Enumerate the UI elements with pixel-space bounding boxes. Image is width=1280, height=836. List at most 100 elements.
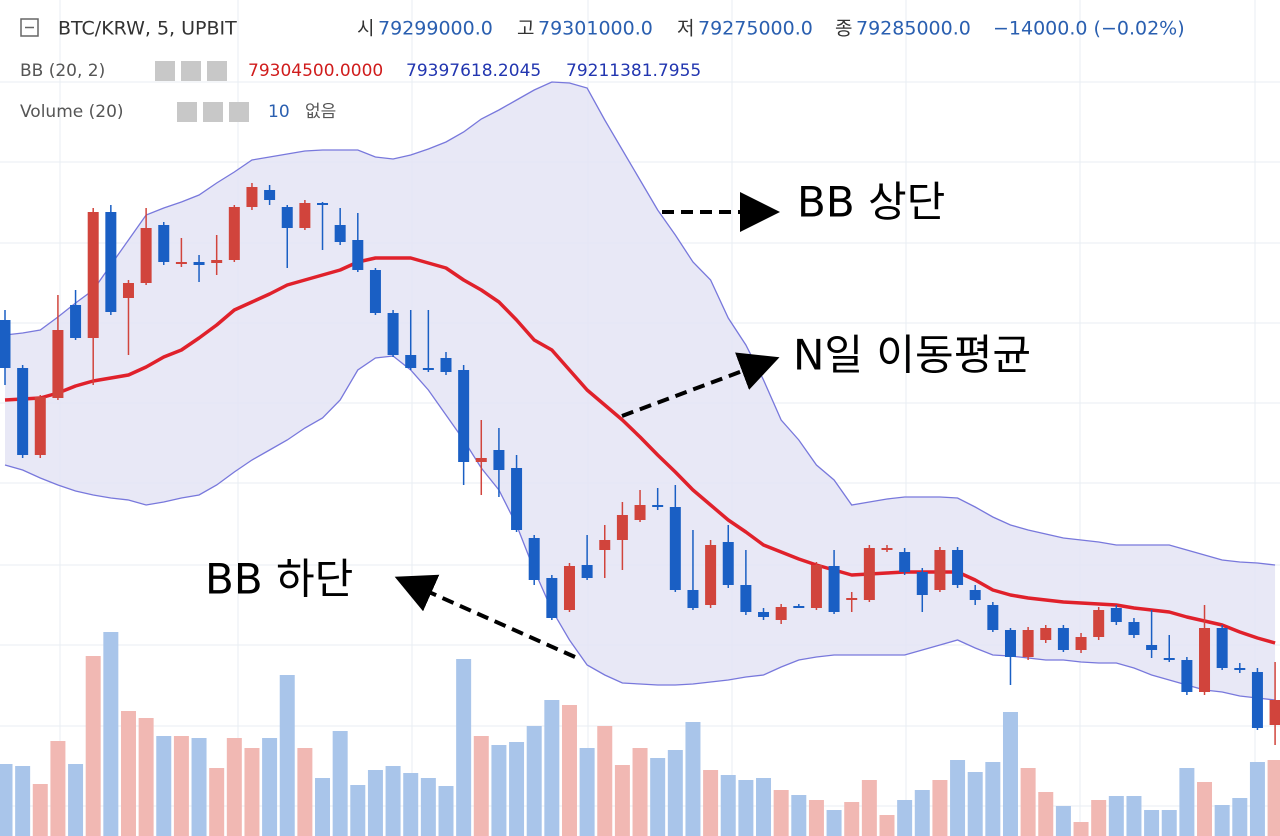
volume-bar bbox=[226, 738, 242, 836]
candle-body bbox=[1057, 628, 1069, 650]
volume-bar bbox=[1267, 760, 1280, 836]
candle-body bbox=[228, 207, 240, 260]
volume-bar bbox=[897, 800, 913, 836]
candle-body bbox=[1269, 700, 1280, 725]
candle-body bbox=[793, 606, 805, 608]
settings-icon[interactable] bbox=[203, 102, 223, 122]
ohlc-label: 고 bbox=[517, 18, 534, 40]
volume-bar bbox=[0, 764, 13, 836]
volume-bar bbox=[32, 784, 48, 836]
volume-bar bbox=[120, 711, 136, 836]
candle-body bbox=[916, 572, 928, 595]
plot bbox=[0, 81, 1280, 836]
candle-body bbox=[563, 566, 575, 610]
eye-icon[interactable] bbox=[155, 61, 175, 81]
volume-bar bbox=[1232, 798, 1248, 836]
volume-bar bbox=[950, 760, 966, 836]
volume-bar bbox=[756, 778, 772, 836]
candle-body bbox=[987, 605, 999, 630]
volume-bar bbox=[297, 748, 313, 836]
volume-bar bbox=[50, 741, 66, 836]
candle-body bbox=[546, 578, 558, 618]
candle-body bbox=[264, 190, 276, 200]
candle-body bbox=[140, 228, 152, 283]
volume-bar bbox=[667, 750, 683, 836]
volume-bar bbox=[579, 748, 595, 836]
change: −14000.0 (−0.02%) bbox=[993, 18, 1185, 40]
symbol[interactable]: BTC/KRW, 5, UPBIT bbox=[58, 18, 237, 40]
candle-body bbox=[828, 566, 840, 612]
candle-body bbox=[705, 545, 717, 605]
volume-bar bbox=[632, 748, 648, 836]
candle-body bbox=[899, 552, 911, 572]
volume-bar bbox=[509, 742, 525, 836]
arrow bbox=[394, 574, 576, 659]
candle-body bbox=[775, 607, 787, 620]
eye-icon[interactable] bbox=[177, 102, 197, 122]
volume-bar bbox=[985, 762, 1001, 836]
candle-body bbox=[687, 590, 699, 608]
bb-middle-line bbox=[4, 256, 1276, 645]
annotation: N일 이동평균 bbox=[793, 331, 1031, 380]
candle-body bbox=[969, 590, 981, 600]
ohlc-label: 종 bbox=[835, 18, 852, 40]
volume-bar bbox=[473, 736, 489, 836]
candle-body bbox=[846, 598, 858, 600]
candle-body bbox=[34, 397, 46, 455]
annotation: BB 상단 bbox=[797, 178, 945, 227]
volume-bar bbox=[1249, 762, 1265, 836]
volume-bar bbox=[773, 790, 789, 836]
candle-body bbox=[105, 212, 117, 312]
candle-body bbox=[740, 585, 752, 612]
candle-body bbox=[1110, 608, 1122, 622]
bb-label[interactable]: BB (20, 2) bbox=[20, 61, 105, 81]
ohlc-value: 79275000.0 bbox=[698, 18, 813, 40]
candle-body bbox=[1163, 658, 1175, 660]
volume-bar bbox=[209, 768, 225, 836]
candle-body bbox=[528, 538, 540, 580]
volume-bar bbox=[85, 656, 101, 836]
volume-bar bbox=[385, 766, 401, 836]
volume-bar bbox=[103, 632, 119, 836]
volume-bar bbox=[597, 726, 613, 836]
volume-bar bbox=[191, 738, 207, 836]
volume-bar bbox=[456, 659, 472, 836]
candle-body bbox=[1146, 645, 1158, 650]
candle-body bbox=[70, 305, 82, 338]
candle-body bbox=[1128, 622, 1140, 635]
candle-body bbox=[511, 468, 523, 530]
volume-bar bbox=[914, 790, 930, 836]
candle-body bbox=[475, 458, 487, 462]
candle-body bbox=[669, 507, 681, 590]
settings-icon[interactable] bbox=[181, 61, 201, 81]
candle-body bbox=[87, 212, 99, 338]
volume-bar bbox=[1144, 810, 1160, 836]
volume-bar bbox=[1214, 805, 1230, 836]
collapse-icon[interactable] bbox=[20, 18, 39, 37]
candle-body bbox=[1234, 668, 1246, 670]
volume-bar bbox=[703, 770, 719, 836]
close-icon[interactable] bbox=[229, 102, 249, 122]
volume-bar bbox=[844, 802, 860, 836]
candle-body bbox=[599, 540, 611, 550]
candle-body bbox=[810, 565, 822, 608]
volume-bar bbox=[68, 764, 84, 836]
candle-body bbox=[352, 240, 364, 270]
candle-body bbox=[652, 505, 664, 507]
candle-body bbox=[299, 203, 311, 228]
annotations: BB 상단 N일 이동평균 BB 하단 bbox=[205, 178, 1031, 659]
candle-body bbox=[722, 542, 734, 585]
volume-bar bbox=[561, 705, 577, 836]
volume-bar bbox=[438, 786, 454, 836]
volume-bar bbox=[544, 700, 560, 836]
candle-body bbox=[634, 505, 646, 520]
volume-label[interactable]: Volume (20) bbox=[20, 102, 124, 122]
volume-bar bbox=[1020, 768, 1036, 836]
volume-bar bbox=[138, 718, 154, 836]
close-icon[interactable] bbox=[207, 61, 227, 81]
ohlc-value: 79299000.0 bbox=[378, 18, 493, 40]
candle-body bbox=[952, 550, 964, 585]
volume-bar bbox=[315, 778, 331, 836]
candle-body bbox=[158, 225, 170, 262]
